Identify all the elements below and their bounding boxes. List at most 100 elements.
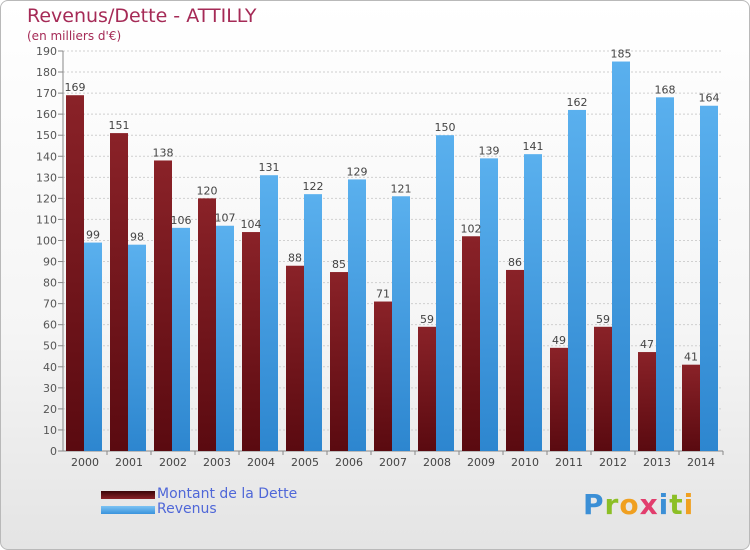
revenus-value-label: 162 xyxy=(567,96,588,109)
revenus-bar xyxy=(348,179,366,451)
bars-layer xyxy=(66,61,718,452)
x-tick-label: 2008 xyxy=(423,456,451,469)
dette-value-label: 47 xyxy=(640,338,654,351)
revenus-bar xyxy=(524,154,542,451)
revenus-bar xyxy=(436,135,454,452)
y-tick-label: 0 xyxy=(50,445,57,458)
y-tick-label: 110 xyxy=(36,213,57,226)
y-tick-label: 20 xyxy=(43,403,57,416)
dette-value-label: 138 xyxy=(153,146,174,159)
dette-bar xyxy=(550,347,568,451)
revenus-value-label: 150 xyxy=(435,121,456,134)
dette-value-label: 86 xyxy=(508,256,522,269)
x-tick-label: 2011 xyxy=(555,456,583,469)
dette-bar xyxy=(154,160,172,451)
revenus-value-label: 129 xyxy=(347,165,368,178)
dette-value-label: 120 xyxy=(197,184,218,197)
legend-swatch-dette xyxy=(101,491,155,499)
revenus-bar xyxy=(128,244,146,451)
revenus-value-label: 168 xyxy=(655,83,676,96)
dette-bar xyxy=(242,232,260,451)
revenus-value-label: 99 xyxy=(86,229,100,242)
dette-value-label: 71 xyxy=(376,288,390,301)
y-tick-label: 100 xyxy=(36,234,57,247)
dette-bar xyxy=(506,269,524,451)
revenus-bar xyxy=(480,158,498,452)
y-tick-label: 10 xyxy=(43,424,57,437)
dette-value-label: 59 xyxy=(420,313,434,326)
dette-bar xyxy=(286,265,304,451)
labels-layer: 169 99 2000 151 98 2001 138 106 2002 120 107 2003 10… xyxy=(65,48,720,469)
revenus-value-label: 121 xyxy=(391,182,412,195)
y-tick-label: 80 xyxy=(43,277,57,290)
dette-bar xyxy=(638,352,656,451)
revenus-bar xyxy=(656,97,674,451)
dette-value-label: 104 xyxy=(241,218,262,231)
proxiti-logo: Proxiti xyxy=(583,488,695,521)
x-tick-label: 2005 xyxy=(291,456,319,469)
revenus-bar xyxy=(260,175,278,452)
y-tick-label: 70 xyxy=(43,298,57,311)
revenus-value-label: 131 xyxy=(259,161,280,174)
revenus-bar xyxy=(568,109,586,452)
dette-bar xyxy=(330,272,348,451)
dette-bar xyxy=(374,301,392,451)
dette-value-label: 102 xyxy=(461,222,482,235)
x-tick-label: 2007 xyxy=(379,456,407,469)
revenus-bar xyxy=(700,105,718,451)
y-tick-label: 180 xyxy=(36,66,57,79)
x-tick-label: 2010 xyxy=(511,456,539,469)
y-tick-label: 120 xyxy=(36,192,57,205)
y-tick-label: 170 xyxy=(36,87,57,100)
y-tick-label: 60 xyxy=(43,319,57,332)
revenus-bar xyxy=(172,227,190,451)
revenus-bar xyxy=(392,196,410,451)
x-tick-label: 2006 xyxy=(335,456,363,469)
legend-label-revenus: Revenus xyxy=(157,501,217,517)
dette-bar xyxy=(462,236,480,451)
dette-value-label: 88 xyxy=(288,252,302,265)
dette-value-label: 151 xyxy=(109,119,130,132)
dette-bar xyxy=(110,133,128,451)
y-tick-label: 30 xyxy=(43,382,57,395)
legend-label-dette: Montant de la Dette xyxy=(157,486,298,502)
revenus-value-label: 106 xyxy=(171,214,192,227)
x-tick-label: 2002 xyxy=(159,456,187,469)
x-tick-label: 2000 xyxy=(71,456,99,469)
revenus-value-label: 139 xyxy=(479,144,500,157)
dette-bar xyxy=(198,198,216,451)
x-tick-label: 2003 xyxy=(203,456,231,469)
legend-swatch-revenus xyxy=(101,506,155,514)
dette-bar xyxy=(418,326,436,451)
y-tick-label: 160 xyxy=(36,108,57,121)
revenus-value-label: 164 xyxy=(699,92,720,105)
revenus-value-label: 122 xyxy=(303,180,324,193)
y-tick-label: 190 xyxy=(36,45,57,58)
revenus-value-label: 107 xyxy=(215,212,236,225)
dette-bar xyxy=(66,95,84,452)
dette-value-label: 49 xyxy=(552,334,566,347)
y-tick-label: 90 xyxy=(43,256,57,269)
dette-value-label: 59 xyxy=(596,313,610,326)
dette-value-label: 41 xyxy=(684,351,698,364)
revenus-bar xyxy=(304,194,322,451)
x-tick-label: 2009 xyxy=(467,456,495,469)
x-tick-label: 2014 xyxy=(687,456,715,469)
revenus-bar xyxy=(612,61,630,452)
y-tick-label: 130 xyxy=(36,171,57,184)
revenus-value-label: 141 xyxy=(523,140,544,153)
y-tick-label: 150 xyxy=(36,129,57,142)
y-tick-label: 140 xyxy=(36,150,57,163)
dette-value-label: 85 xyxy=(332,258,346,271)
dette-bar xyxy=(594,326,612,451)
revenus-bar xyxy=(84,242,102,451)
x-tick-label: 2013 xyxy=(643,456,671,469)
y-tick-label: 40 xyxy=(43,361,57,374)
x-tick-label: 2012 xyxy=(599,456,627,469)
revenus-bar xyxy=(216,225,234,451)
dette-value-label: 169 xyxy=(65,81,86,94)
revenus-value-label: 98 xyxy=(130,231,144,244)
y-tick-label: 50 xyxy=(43,340,57,353)
